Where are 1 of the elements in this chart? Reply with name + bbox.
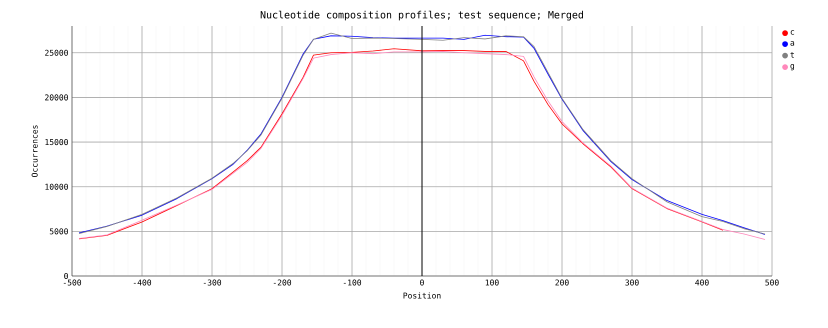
chart-title: Nucleotide composition profiles; test sequence; Merged xyxy=(260,10,583,20)
